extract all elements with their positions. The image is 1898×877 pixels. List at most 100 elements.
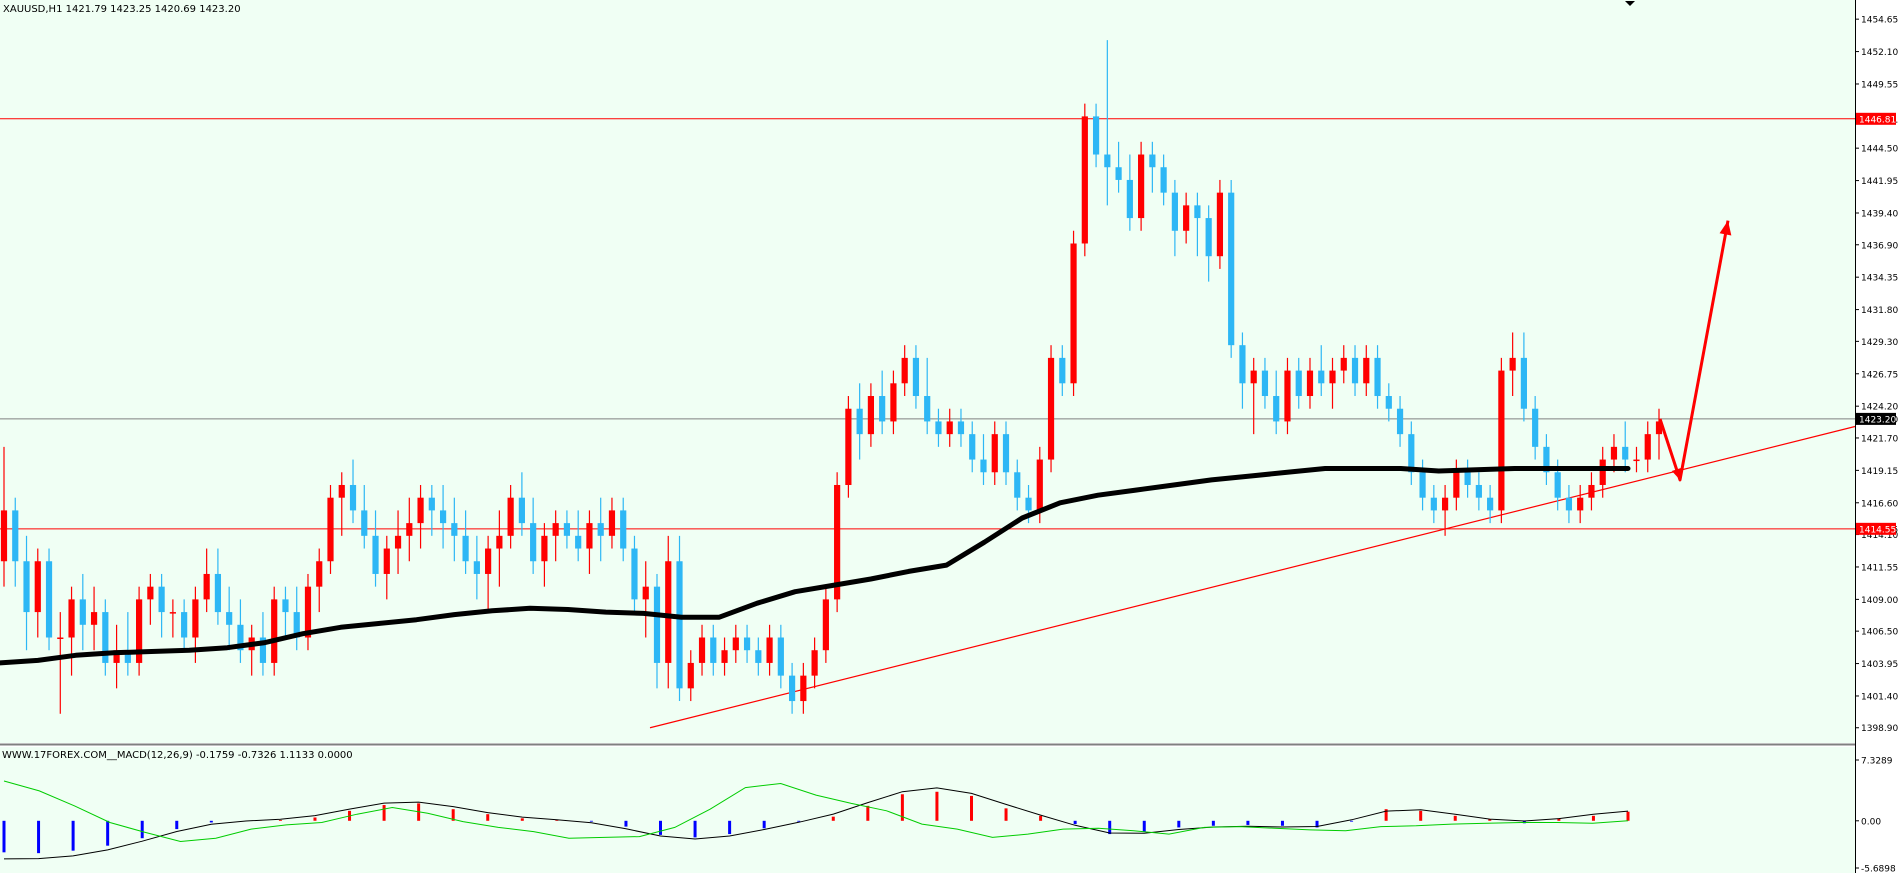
candle-body[interactable] xyxy=(1385,396,1392,409)
candle[interactable] xyxy=(1092,103,1100,168)
candle-body[interactable] xyxy=(1002,434,1010,473)
candle[interactable] xyxy=(1014,459,1021,511)
candle-body[interactable] xyxy=(710,637,717,663)
candle[interactable] xyxy=(980,434,987,485)
candle[interactable] xyxy=(169,599,176,638)
candle-body[interactable] xyxy=(1599,459,1606,485)
candle[interactable] xyxy=(12,497,19,587)
candle-body[interactable] xyxy=(45,561,53,638)
candle-body[interactable] xyxy=(1408,434,1415,473)
candle[interactable] xyxy=(428,484,435,536)
candle[interactable] xyxy=(102,599,109,676)
candle[interactable] xyxy=(316,548,323,613)
candle-body[interactable] xyxy=(271,599,278,663)
candle[interactable] xyxy=(642,561,649,638)
candle[interactable] xyxy=(1228,179,1235,358)
candle-body[interactable] xyxy=(214,573,222,613)
candle-body[interactable] xyxy=(1644,434,1651,460)
candle[interactable] xyxy=(1644,421,1651,473)
candle-body[interactable] xyxy=(890,383,897,422)
candle[interactable] xyxy=(1385,383,1392,422)
candle-body[interactable] xyxy=(1047,357,1055,460)
candle-body[interactable] xyxy=(462,535,469,562)
candle[interactable] xyxy=(912,345,920,409)
candle[interactable] xyxy=(1351,345,1359,397)
candle[interactable] xyxy=(34,548,41,638)
candle[interactable] xyxy=(552,510,559,562)
candle[interactable] xyxy=(1633,446,1640,473)
candle-body[interactable] xyxy=(147,586,154,600)
chart-shift-marker-icon[interactable] xyxy=(1625,1,1635,6)
candle-body[interactable] xyxy=(924,396,931,422)
candle[interactable] xyxy=(1160,154,1167,206)
candle-body[interactable] xyxy=(203,573,210,600)
candle[interactable] xyxy=(1487,484,1494,524)
candle-body[interactable] xyxy=(1565,497,1573,511)
candle[interactable] xyxy=(1171,179,1178,257)
candle-body[interactable] xyxy=(1092,116,1100,155)
candle[interactable] xyxy=(1509,332,1516,397)
forecast-arrow-group[interactable] xyxy=(1658,220,1732,482)
candle-body[interactable] xyxy=(383,548,390,574)
candle-body[interactable] xyxy=(1340,357,1347,371)
candle-body[interactable] xyxy=(1138,154,1145,219)
candle[interactable] xyxy=(485,535,492,613)
candle[interactable] xyxy=(530,497,537,574)
candle-body[interactable] xyxy=(1070,243,1077,384)
candle-body[interactable] xyxy=(867,396,875,435)
candle-body[interactable] xyxy=(485,548,492,574)
candle-body[interactable] xyxy=(1059,357,1066,384)
candle-body[interactable] xyxy=(1081,116,1088,244)
candle-body[interactable] xyxy=(226,612,233,625)
candle[interactable] xyxy=(732,624,739,663)
candle-body[interactable] xyxy=(372,535,379,574)
candle-body[interactable] xyxy=(957,421,965,435)
candle[interactable] xyxy=(777,624,784,689)
candle-body[interactable] xyxy=(1160,167,1167,193)
candle-body[interactable] xyxy=(665,561,672,663)
candle-body[interactable] xyxy=(496,535,503,549)
candle-body[interactable] xyxy=(1498,370,1505,511)
candle-body[interactable] xyxy=(935,421,942,435)
candle-body[interactable] xyxy=(1532,408,1539,447)
candle-body[interactable] xyxy=(845,408,852,485)
candle[interactable] xyxy=(181,599,188,651)
candle[interactable] xyxy=(361,484,368,549)
candle[interactable] xyxy=(451,497,458,562)
candle-body[interactable] xyxy=(518,497,525,524)
candle-body[interactable] xyxy=(541,535,548,562)
candle-body[interactable] xyxy=(969,434,976,460)
candle[interactable] xyxy=(1047,345,1055,473)
candle-body[interactable] xyxy=(68,599,75,638)
candle-body[interactable] xyxy=(507,497,514,536)
support-trend-line[interactable] xyxy=(649,425,1856,729)
candle-body[interactable] xyxy=(732,637,739,651)
candle-body[interactable] xyxy=(113,650,120,663)
candle[interactable] xyxy=(935,408,942,447)
candle-body[interactable] xyxy=(766,637,773,663)
candle-body[interactable] xyxy=(12,510,19,562)
candle-body[interactable] xyxy=(181,612,188,638)
candle[interactable] xyxy=(462,510,469,574)
candle[interactable] xyxy=(1104,40,1111,206)
candle[interactable] xyxy=(1138,141,1145,231)
candle[interactable] xyxy=(57,612,64,714)
candle[interactable] xyxy=(372,510,379,587)
candle-body[interactable] xyxy=(1104,154,1111,168)
candle-body[interactable] xyxy=(1374,357,1381,397)
candle-body[interactable] xyxy=(338,484,345,498)
candle[interactable] xyxy=(1306,357,1314,409)
candle[interactable] xyxy=(1655,408,1663,460)
candle[interactable] xyxy=(1396,396,1404,447)
candle-body[interactable] xyxy=(1577,497,1584,511)
candle[interactable] xyxy=(1183,192,1190,244)
candle-body[interactable] xyxy=(1520,357,1527,409)
candle-body[interactable] xyxy=(90,612,98,625)
candle-body[interactable] xyxy=(136,599,143,663)
candle-body[interactable] xyxy=(946,421,953,435)
candle-body[interactable] xyxy=(653,586,661,663)
candle-body[interactable] xyxy=(1475,484,1482,498)
candle-body[interactable] xyxy=(394,535,402,549)
candle[interactable] xyxy=(68,586,75,676)
candle[interactable] xyxy=(1295,357,1302,409)
